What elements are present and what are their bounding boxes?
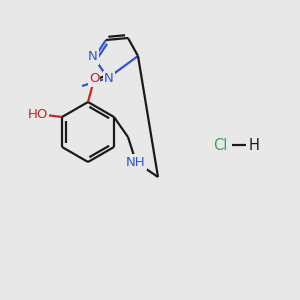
Text: O: O: [89, 73, 99, 85]
Text: N: N: [88, 50, 98, 64]
Text: Cl: Cl: [213, 137, 227, 152]
Text: HO: HO: [28, 109, 48, 122]
Text: H: H: [249, 137, 260, 152]
Text: NH: NH: [126, 155, 146, 169]
Text: N: N: [104, 73, 114, 85]
